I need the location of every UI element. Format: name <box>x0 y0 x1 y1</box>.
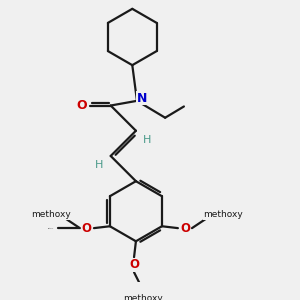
Text: methoxy: methoxy <box>48 227 54 229</box>
Text: O: O <box>129 258 139 271</box>
Text: O: O <box>180 222 190 235</box>
Text: N: N <box>136 92 147 104</box>
Text: H: H <box>95 160 103 170</box>
Text: O: O <box>76 99 87 112</box>
Text: O: O <box>81 222 92 235</box>
Text: methoxy: methoxy <box>203 211 243 220</box>
Text: H: H <box>143 135 152 145</box>
Text: methoxy: methoxy <box>124 294 163 300</box>
Text: methoxy: methoxy <box>31 211 70 220</box>
